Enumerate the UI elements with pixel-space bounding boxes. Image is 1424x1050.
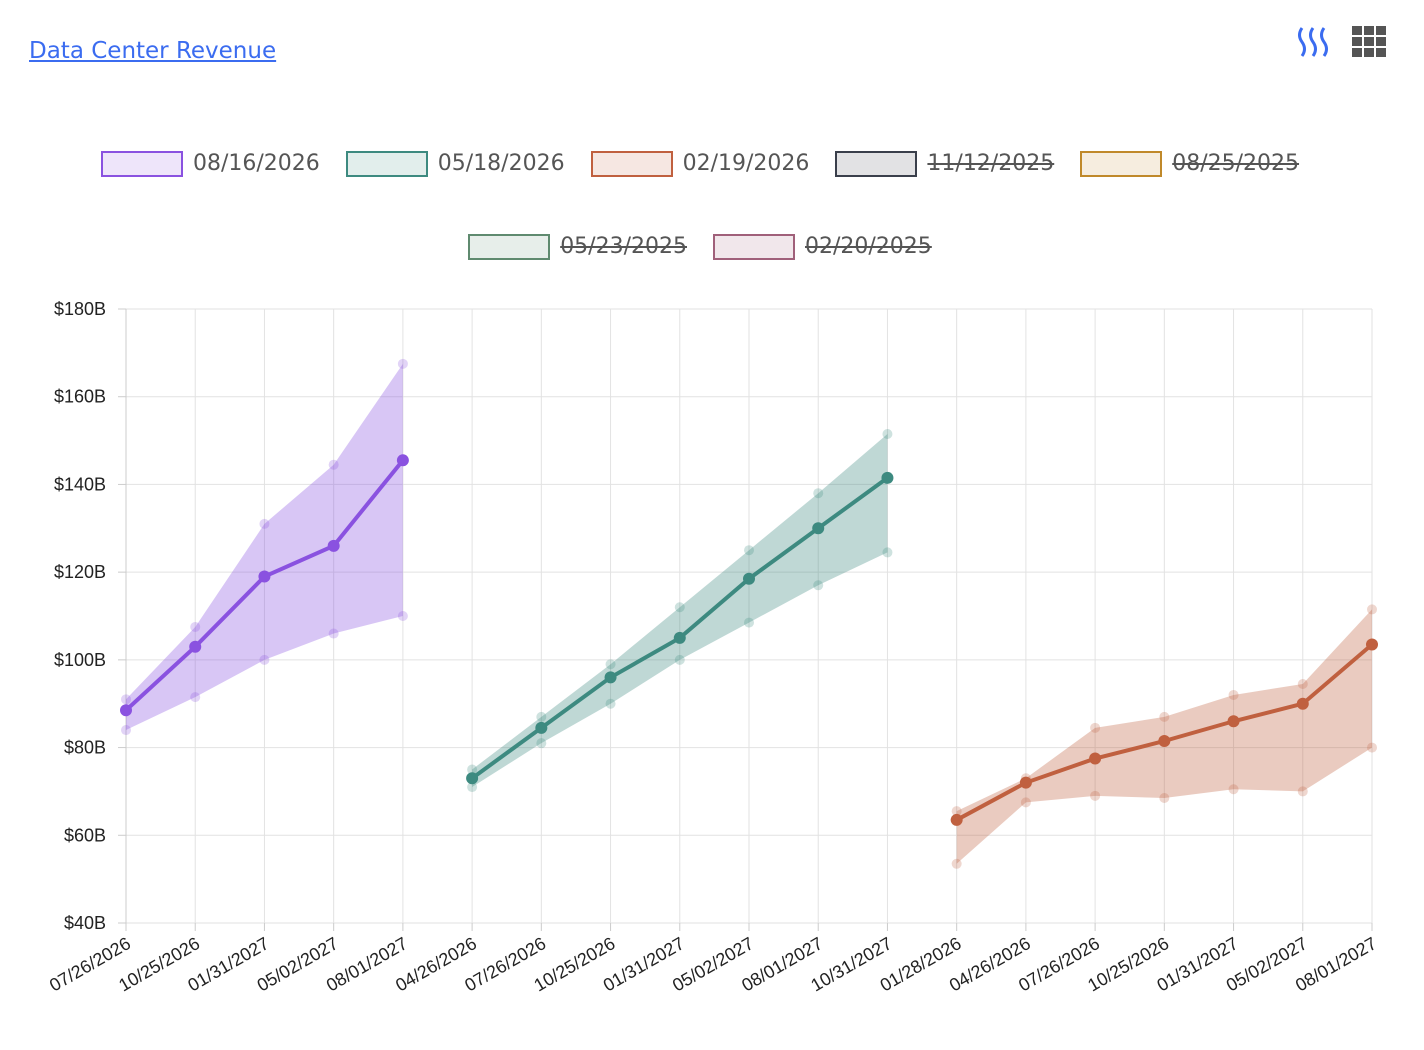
chart-title[interactable]: Data Center Revenue <box>29 38 277 64</box>
band-point <box>190 621 201 632</box>
band-point <box>951 806 962 817</box>
band-point <box>1367 604 1377 615</box>
band <box>472 433 888 788</box>
band-point <box>397 611 408 621</box>
band-point <box>951 858 962 869</box>
legend-label: 05/23/2025 <box>560 234 687 259</box>
point <box>604 671 617 684</box>
band-point <box>744 617 754 628</box>
point <box>1019 776 1032 789</box>
legend-label: 11/12/2025 <box>927 151 1055 176</box>
grid-icon[interactable] <box>1350 24 1388 60</box>
point <box>1158 734 1171 747</box>
y-tick-label: $180B <box>54 299 106 319</box>
legend-swatch <box>100 150 183 177</box>
band-point <box>467 782 478 793</box>
y-tick-label: $80B <box>64 738 106 758</box>
band-point <box>536 738 547 749</box>
point <box>812 522 825 535</box>
band-point <box>328 459 339 470</box>
legend: 08/16/2026 05/18/2026 02/19/2026 11/12/2025… <box>80 146 1320 264</box>
point <box>1227 715 1240 728</box>
point <box>120 704 132 717</box>
y-tick-label: $160B <box>54 387 106 407</box>
legend-item[interactable]: 05/23/2025 <box>468 229 687 264</box>
point <box>950 813 963 826</box>
band-point <box>259 518 270 529</box>
legend-label: 02/20/2025 <box>805 234 932 259</box>
band-point <box>467 764 478 775</box>
band-point <box>259 654 270 665</box>
point <box>743 572 755 585</box>
y-tick-label: $120B <box>54 562 106 582</box>
legend-label: 08/25/2025 <box>1172 151 1300 176</box>
legend-swatch <box>590 150 673 177</box>
point <box>466 772 479 785</box>
legend-swatch <box>468 233 551 260</box>
legend-swatch <box>345 150 428 177</box>
point <box>1089 752 1102 765</box>
band-point <box>813 488 824 499</box>
point <box>881 471 894 484</box>
band-point <box>674 654 685 665</box>
point <box>535 721 548 734</box>
legend-item[interactable]: 02/20/2025 <box>713 229 932 264</box>
band-point <box>674 602 685 613</box>
band-point <box>744 545 754 556</box>
point <box>673 631 686 644</box>
point <box>396 454 409 467</box>
legend-item[interactable]: 02/19/2026 <box>590 146 810 181</box>
legend-label: 02/19/2026 <box>682 151 810 176</box>
band-point <box>190 692 201 703</box>
toolbar <box>1296 24 1388 60</box>
band-point <box>328 628 339 639</box>
band-point <box>1090 722 1101 733</box>
band-point <box>882 547 893 558</box>
legend-item[interactable]: 08/16/2026 <box>100 146 320 181</box>
y-tick-label: $100B <box>54 650 106 670</box>
point <box>1366 638 1378 651</box>
band-point <box>1297 678 1308 689</box>
y-tick-label: $40B <box>64 913 106 933</box>
point <box>189 640 202 653</box>
legend-label: 08/16/2026 <box>192 151 320 176</box>
y-tick-label: $140B <box>54 474 106 494</box>
band-point <box>882 428 893 439</box>
band-point <box>813 580 824 591</box>
band-point <box>1367 742 1377 753</box>
y-tick-label: $60B <box>64 825 106 845</box>
point <box>1296 697 1309 710</box>
band-point <box>1020 797 1031 808</box>
band-point <box>397 358 408 369</box>
legend-item[interactable]: 05/18/2026 <box>345 146 565 181</box>
legend-swatch <box>1080 150 1163 177</box>
legend-item[interactable]: 11/12/2025 <box>835 146 1054 181</box>
series-icon[interactable] <box>1296 24 1332 60</box>
band-point <box>1228 689 1239 700</box>
band-point <box>1228 784 1239 795</box>
legend-swatch <box>713 233 795 260</box>
point <box>327 539 340 552</box>
band-point <box>1090 790 1101 801</box>
band-point <box>121 725 131 736</box>
legend-swatch <box>835 150 918 177</box>
band-point <box>1159 793 1170 804</box>
legend-label: 05/18/2026 <box>437 151 565 176</box>
band-point <box>536 711 547 722</box>
point <box>258 570 271 583</box>
band-point <box>121 694 131 705</box>
band-point <box>605 698 616 709</box>
band <box>126 363 403 731</box>
band-point <box>1159 711 1170 722</box>
band-point <box>605 659 616 670</box>
band-point <box>1297 786 1308 797</box>
legend-item[interactable]: 08/25/2025 <box>1080 146 1299 181</box>
